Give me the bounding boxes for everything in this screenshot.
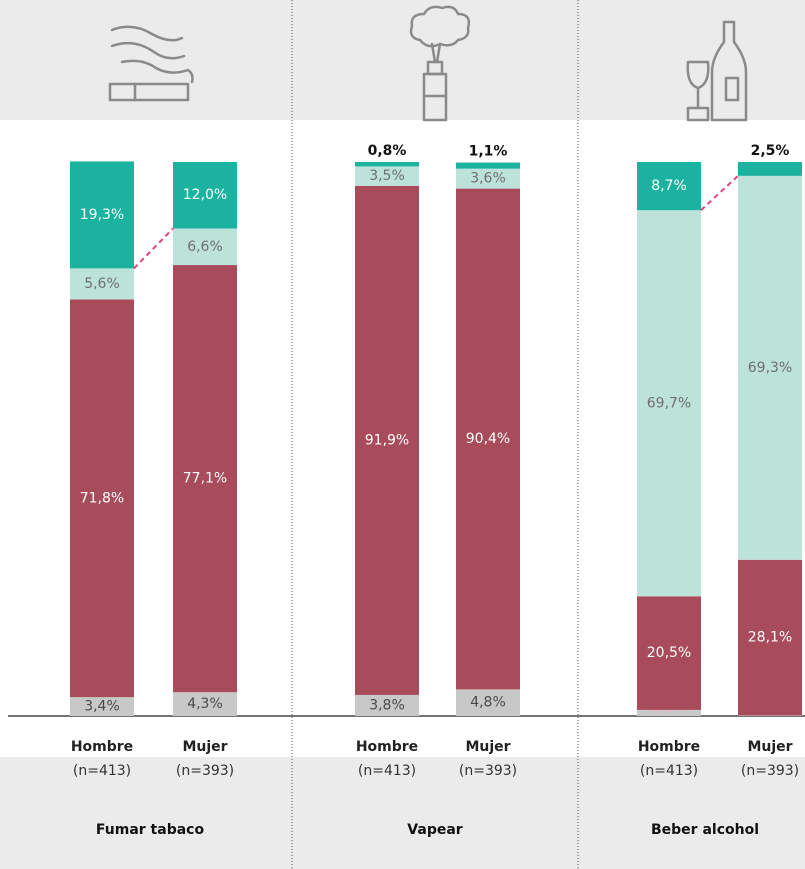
vape-icon	[409, 5, 471, 122]
footer-band	[0, 757, 805, 869]
header-band	[0, 0, 805, 120]
bar-segment	[637, 709, 701, 716]
x-tick-label: Mujer	[182, 739, 227, 755]
bar-segment	[173, 265, 237, 693]
bar-segment	[173, 162, 237, 229]
value-label: 6,6%	[187, 239, 223, 255]
panel-title: Beber alcohol	[651, 822, 759, 838]
bar-segment	[70, 161, 134, 269]
value-label: 69,7%	[647, 395, 691, 411]
bar-segment	[738, 715, 802, 716]
value-label: 71,8%	[80, 490, 124, 506]
x-tick-label: Mujer	[747, 739, 792, 755]
bar-segment	[456, 162, 520, 169]
value-label: 8,7%	[651, 178, 687, 194]
alcohol-icon	[686, 20, 748, 122]
value-label: 20,5%	[647, 645, 691, 661]
cigarette-icon	[108, 25, 194, 102]
bar-segment	[355, 166, 419, 186]
bar-segment	[70, 268, 134, 300]
value-label: 28,1%	[748, 630, 792, 646]
bar-segment	[355, 694, 419, 716]
value-label: 2,5%	[751, 143, 790, 159]
sample-size: (n=413)	[640, 763, 698, 779]
sample-size: (n=393)	[176, 763, 234, 779]
value-label: 3,8%	[369, 697, 405, 713]
value-label: 19,3%	[80, 207, 124, 223]
value-label: 4,8%	[470, 695, 506, 711]
connector	[133, 227, 174, 270]
x-tick-label: Mujer	[465, 739, 510, 755]
x-tick-label: Hombre	[71, 739, 133, 755]
panel-title: Vapear	[407, 822, 462, 838]
bar-segment	[637, 596, 701, 710]
x-tick-label: Hombre	[356, 739, 418, 755]
value-label: 3,5%	[369, 168, 405, 184]
sample-size: (n=413)	[358, 763, 416, 779]
bar-segment	[637, 162, 701, 211]
bar-segment	[456, 689, 520, 716]
value-label: 91,9%	[365, 432, 409, 448]
sample-size: (n=393)	[459, 763, 517, 779]
bar-segment	[70, 299, 134, 698]
bar-segment	[173, 228, 237, 266]
x-tick-label: Hombre	[638, 739, 700, 755]
bar-segment	[173, 692, 237, 716]
bar-segment	[637, 210, 701, 597]
bar-segment	[738, 559, 802, 716]
value-label: 0,8%	[368, 143, 407, 159]
bar-segment	[355, 162, 419, 167]
bar-segment	[738, 162, 802, 176]
value-label: 77,1%	[183, 471, 227, 487]
value-label: 4,3%	[187, 696, 223, 712]
value-label: 5,6%	[84, 276, 120, 292]
value-label: 90,4%	[466, 431, 510, 447]
panel-title: Fumar tabaco	[96, 822, 205, 838]
sample-size: (n=393)	[741, 763, 799, 779]
bar-segment	[355, 185, 419, 695]
value-label: 69,3%	[748, 360, 792, 376]
value-label: 3,6%	[470, 171, 506, 187]
sample-size: (n=413)	[73, 763, 131, 779]
value-label: 3,4%	[84, 699, 120, 715]
bar-segment	[70, 697, 134, 716]
bar-segment	[456, 188, 520, 690]
value-label: 1,1%	[469, 144, 508, 160]
connector	[700, 175, 739, 211]
bar-segment	[456, 168, 520, 189]
value-label: 12,0%	[183, 187, 227, 203]
bar-segment	[738, 175, 802, 560]
